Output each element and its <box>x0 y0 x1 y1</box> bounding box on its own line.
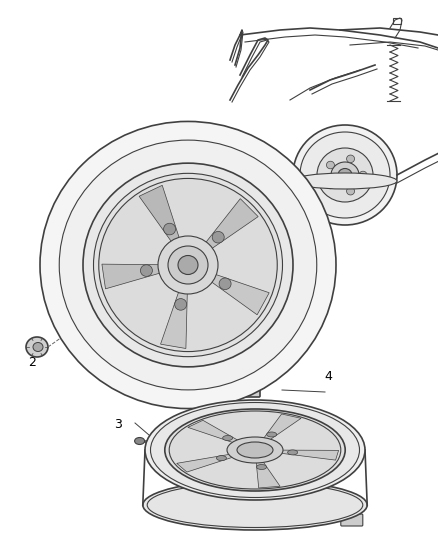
Ellipse shape <box>178 255 198 274</box>
Ellipse shape <box>216 456 226 461</box>
Ellipse shape <box>163 223 176 235</box>
Ellipse shape <box>147 482 363 528</box>
Ellipse shape <box>83 163 293 367</box>
Ellipse shape <box>346 188 355 195</box>
Polygon shape <box>188 421 244 445</box>
Ellipse shape <box>267 432 277 437</box>
Ellipse shape <box>134 438 145 445</box>
Ellipse shape <box>293 173 397 189</box>
Polygon shape <box>102 264 167 289</box>
Polygon shape <box>139 185 181 247</box>
Ellipse shape <box>317 148 373 202</box>
Ellipse shape <box>175 298 187 310</box>
Text: 4: 4 <box>324 370 332 384</box>
FancyBboxPatch shape <box>341 514 363 526</box>
Ellipse shape <box>300 132 390 218</box>
Ellipse shape <box>33 343 43 351</box>
Ellipse shape <box>59 140 317 390</box>
Ellipse shape <box>141 265 152 277</box>
FancyBboxPatch shape <box>234 383 260 397</box>
Ellipse shape <box>169 411 341 489</box>
Polygon shape <box>177 453 240 472</box>
Polygon shape <box>201 199 258 253</box>
Ellipse shape <box>99 179 277 352</box>
Ellipse shape <box>237 442 273 458</box>
Text: 1: 1 <box>124 295 132 309</box>
Polygon shape <box>161 285 187 349</box>
Ellipse shape <box>212 231 224 243</box>
Ellipse shape <box>326 161 335 169</box>
Ellipse shape <box>145 400 365 500</box>
Ellipse shape <box>359 171 367 179</box>
Ellipse shape <box>257 465 267 470</box>
Ellipse shape <box>93 173 283 357</box>
Ellipse shape <box>165 409 345 491</box>
Ellipse shape <box>168 246 208 284</box>
Ellipse shape <box>26 337 48 357</box>
Ellipse shape <box>158 236 218 294</box>
Polygon shape <box>272 450 339 460</box>
Ellipse shape <box>346 155 355 163</box>
Ellipse shape <box>143 480 367 530</box>
Text: 3: 3 <box>114 417 122 431</box>
Ellipse shape <box>219 278 231 289</box>
Polygon shape <box>261 414 301 443</box>
Ellipse shape <box>326 181 335 189</box>
Ellipse shape <box>331 162 359 188</box>
Ellipse shape <box>227 437 283 463</box>
Bar <box>393 18 401 24</box>
Ellipse shape <box>40 122 336 409</box>
Ellipse shape <box>293 125 397 225</box>
Text: 2: 2 <box>28 356 36 368</box>
Ellipse shape <box>338 168 352 182</box>
Polygon shape <box>206 272 269 315</box>
Polygon shape <box>256 458 280 488</box>
Ellipse shape <box>223 435 233 440</box>
Ellipse shape <box>288 450 298 455</box>
Ellipse shape <box>151 402 360 497</box>
